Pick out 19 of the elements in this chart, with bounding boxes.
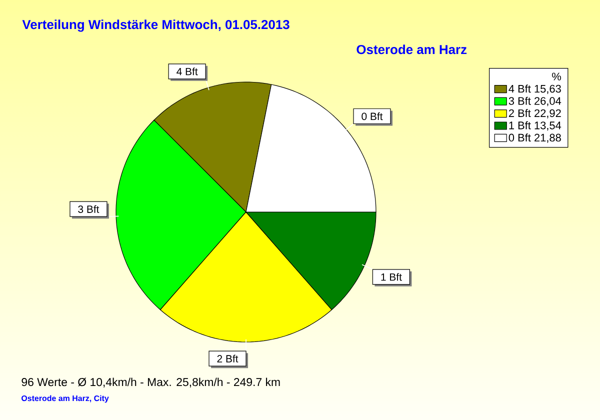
data-label: 13,54: [534, 122, 562, 131]
data-label: 26,04: [534, 97, 562, 106]
slice-label: 0 Bft: [362, 112, 383, 120]
legend-label: 1 Bft: [509, 121, 531, 130]
chart-subtitle: Osterode am Harz: [356, 44, 467, 54]
slice-label: 3 Bft: [78, 205, 100, 213]
legend-label: 0 Bft: [508, 134, 531, 142]
text: 96 Werte - Ø 10,4km/h - Max. 25,8km/h - 249.7 km: [22, 378, 280, 388]
legend-title: %: [552, 72, 562, 80]
legend-label: 4 Bft: [508, 84, 531, 93]
slice-label: 2 Bft: [217, 354, 238, 362]
legend-label: 3 Bft: [508, 96, 531, 105]
legend-label: 2 Bft: [508, 109, 531, 118]
data-label: 21,88: [534, 134, 561, 143]
slice-label: 4 Bft: [176, 68, 198, 76]
slice-label: 1 Bft: [381, 273, 402, 281]
data-label: 15,63: [534, 84, 561, 94]
data-label: 22,92: [534, 109, 561, 118]
chart-title: Verteilung Windstärke Mittwoch, 01.05.2013: [22, 20, 290, 32]
